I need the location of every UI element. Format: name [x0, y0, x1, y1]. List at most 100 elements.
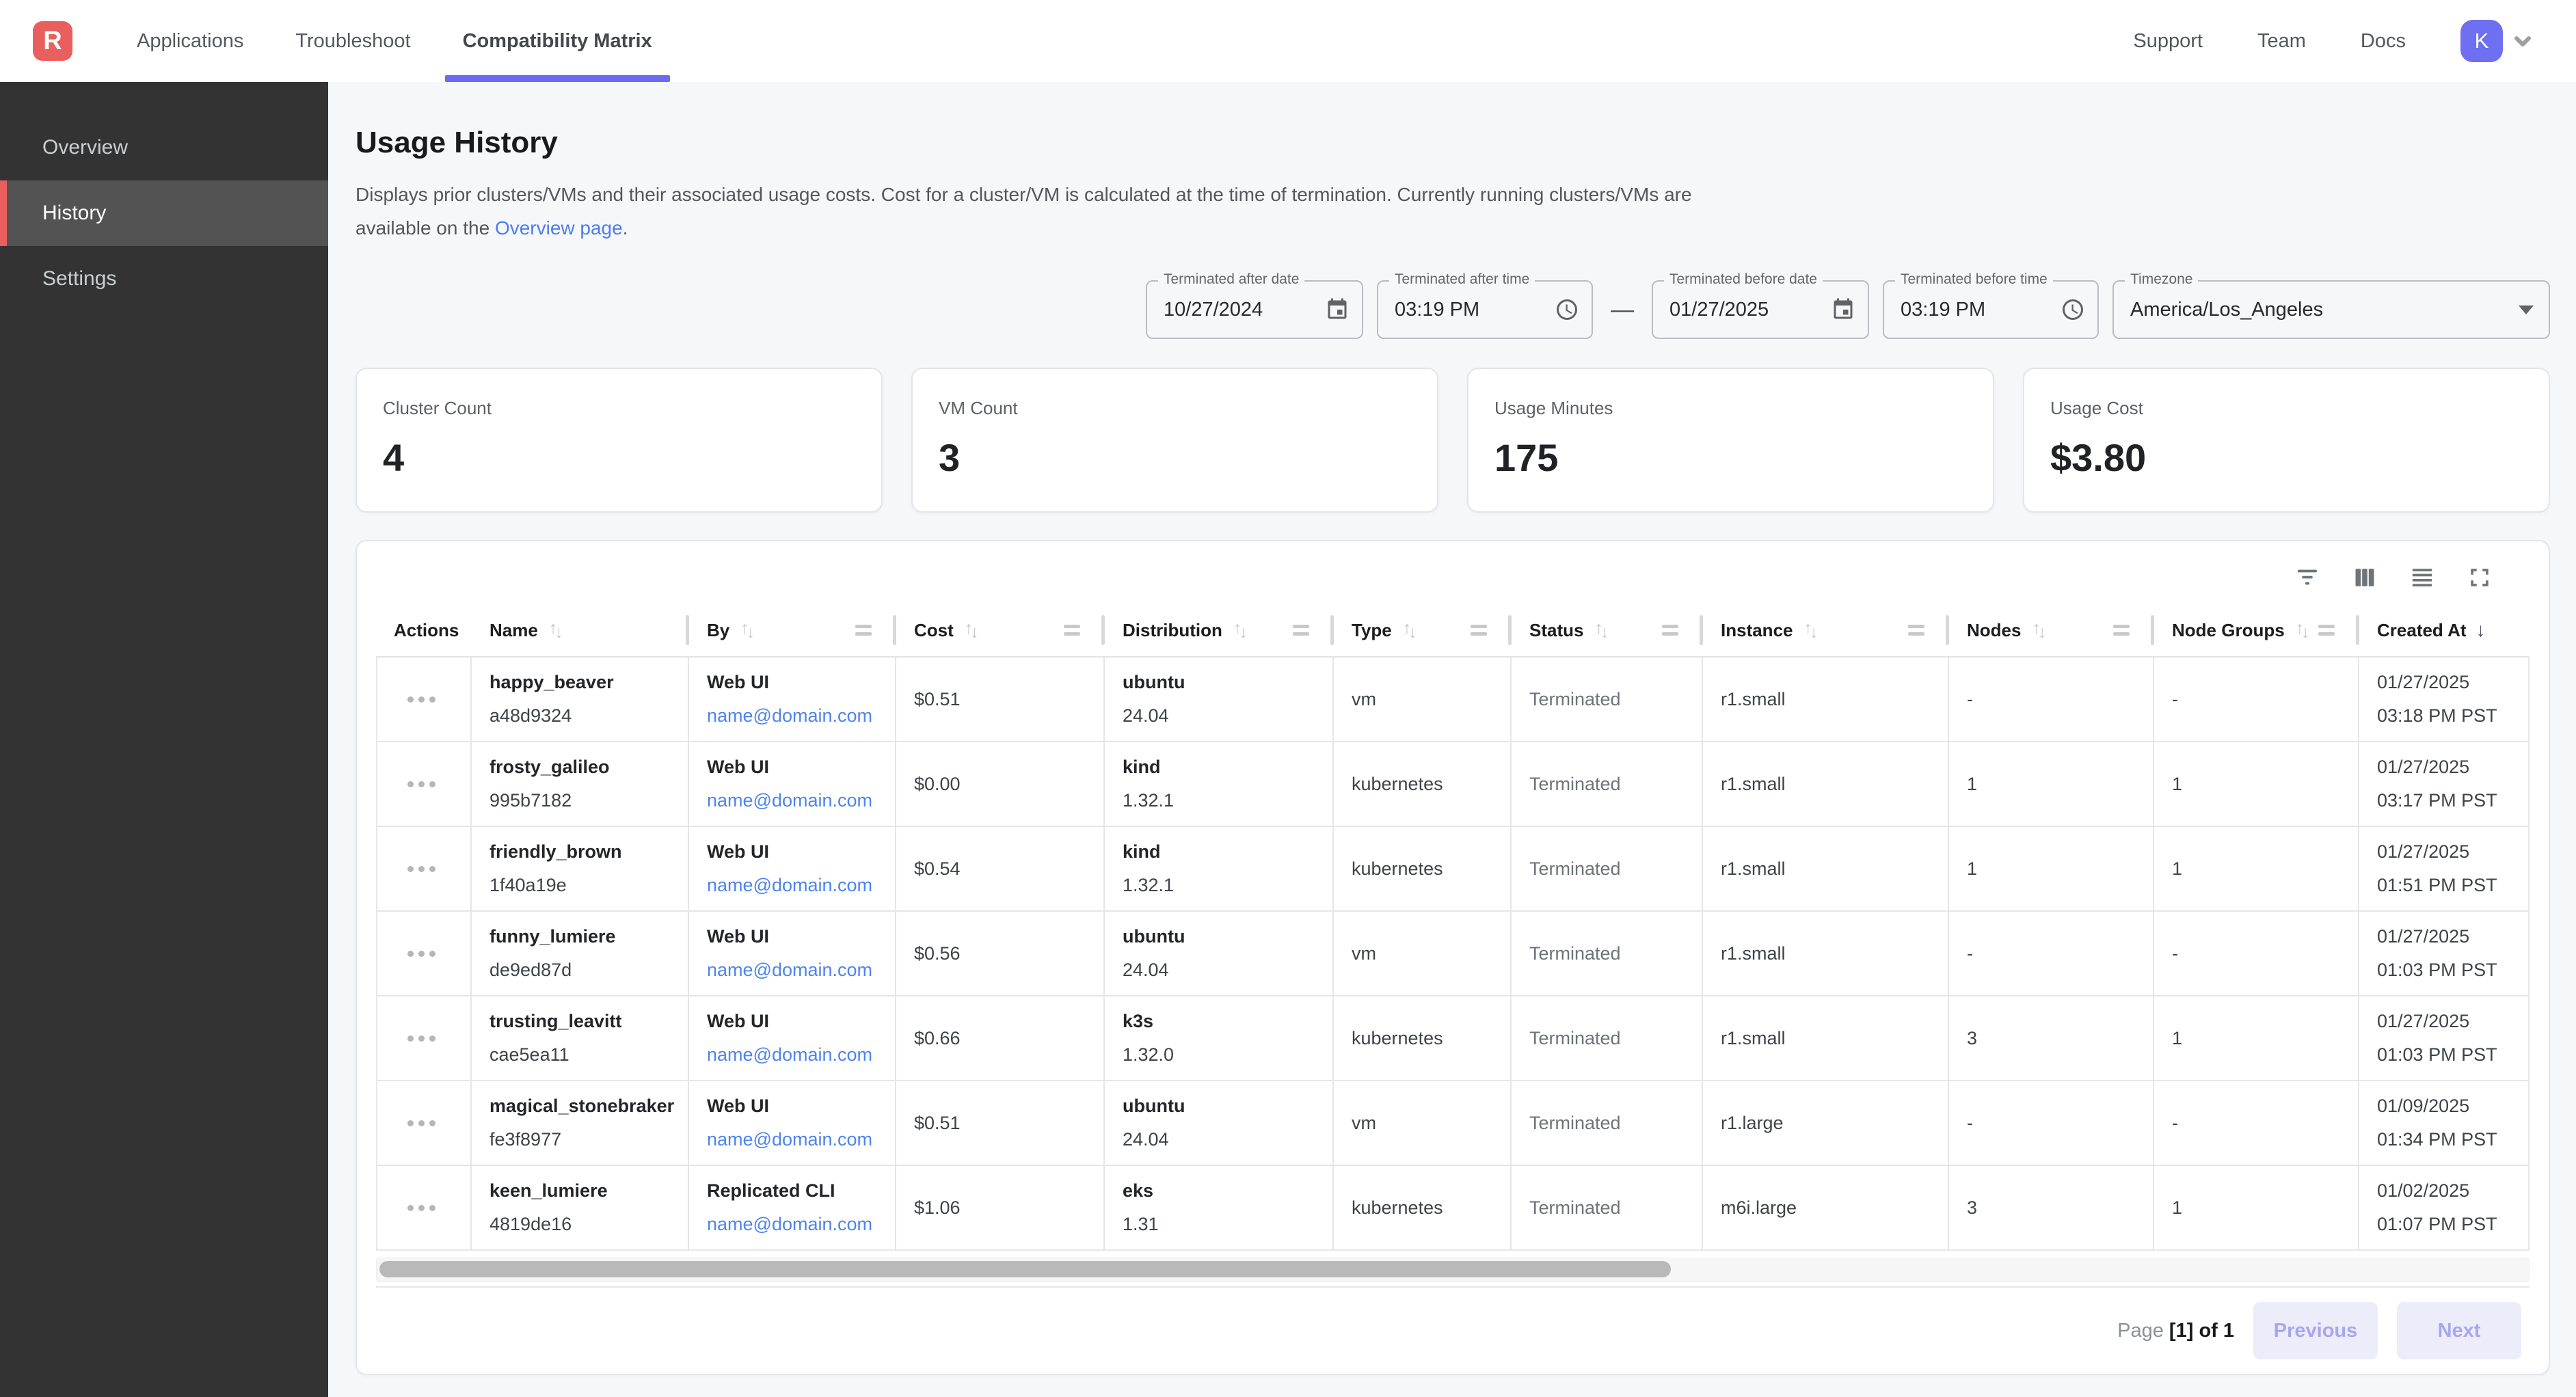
column-header-by[interactable]: By ↑↓: [689, 604, 896, 656]
table-toolbar: [376, 551, 2530, 604]
distribution-version: 1.32.0: [1123, 1038, 1327, 1072]
field-value[interactable]: 01/27/2025: [1669, 299, 1831, 321]
replicated-logo[interactable]: R: [33, 21, 72, 61]
row-nodes-cell: -: [1949, 1081, 2154, 1165]
docs-link[interactable]: Docs: [2361, 30, 2406, 53]
row-actions-menu-icon[interactable]: [407, 696, 435, 703]
row-actions-menu-icon[interactable]: [407, 781, 435, 787]
sort-desc-icon[interactable]: ↓: [2476, 619, 2486, 641]
row-by-cell: Web UI name@domain.com: [689, 1081, 896, 1165]
density-icon[interactable]: [2411, 566, 2434, 589]
chevron-down-icon[interactable]: [2508, 27, 2537, 55]
nodes-value: -: [1967, 937, 2147, 971]
row-name-cell: happy_beaver a48d9324: [472, 657, 689, 741]
sort-arrows-icon[interactable]: ↑↓: [1594, 621, 1609, 640]
column-header-node-groups[interactable]: Node Groups ↑↓: [2154, 604, 2359, 656]
team-link[interactable]: Team: [2257, 30, 2306, 53]
status-badge: Terminated: [1529, 768, 1696, 801]
row-name-cell: funny_lumiere de9ed87d: [472, 912, 689, 995]
column-header-status[interactable]: Status ↑↓: [1512, 604, 1703, 656]
user-menu[interactable]: K: [2460, 20, 2537, 62]
nav-item-compatibility-matrix[interactable]: Compatibility Matrix: [463, 0, 652, 82]
nav-item-troubleshoot[interactable]: Troubleshoot: [295, 0, 410, 82]
support-link[interactable]: Support: [2133, 30, 2203, 53]
column-header-name[interactable]: Name ↑↓: [472, 604, 689, 656]
sort-arrows-icon[interactable]: ↑↓: [549, 621, 563, 640]
column-header-cost[interactable]: Cost ↑↓: [896, 604, 1105, 656]
row-instance-cell: r1.large: [1703, 1081, 1949, 1165]
timezone-select[interactable]: Timezone America/Los_Angeles: [2112, 280, 2550, 339]
row-name-cell: trusting_leavitt cae5ea11: [472, 996, 689, 1080]
row-actions-menu-icon[interactable]: [407, 1035, 435, 1042]
clock-icon[interactable]: [2061, 297, 2085, 322]
created-by-email-link[interactable]: name@domain.com: [707, 869, 889, 902]
field-value[interactable]: 03:19 PM: [1901, 299, 2061, 321]
field-label: Terminated after date: [1158, 271, 1304, 288]
created-by-email-link[interactable]: name@domain.com: [707, 784, 889, 817]
sidebar-item-history[interactable]: History: [0, 180, 328, 246]
main-content: Usage History Displays prior clusters/VM…: [328, 82, 2576, 1397]
calendar-icon[interactable]: [1831, 297, 1855, 322]
sort-arrows-icon[interactable]: ↑↓: [1804, 621, 1819, 640]
created-date: 01/27/2025: [2377, 1005, 2523, 1038]
field-value[interactable]: America/Los_Angeles: [2130, 299, 2519, 321]
row-actions-menu-icon[interactable]: [407, 866, 435, 872]
distribution-name: kind: [1123, 835, 1327, 869]
fullscreen-icon[interactable]: [2468, 566, 2491, 589]
column-menu-icon[interactable]: [1064, 625, 1080, 636]
column-menu-icon[interactable]: [1471, 625, 1487, 636]
column-menu-icon[interactable]: [1662, 625, 1678, 636]
sort-arrows-icon[interactable]: ↑↓: [1403, 621, 1417, 640]
nodes-value: -: [1967, 683, 2147, 716]
created-by-email-link[interactable]: name@domain.com: [707, 1038, 889, 1072]
sort-arrows-icon[interactable]: ↑↓: [2032, 621, 2046, 640]
sidebar-item-settings[interactable]: Settings: [0, 246, 328, 312]
created-by-email-link[interactable]: name@domain.com: [707, 953, 889, 987]
sort-arrows-icon[interactable]: ↑↓: [965, 621, 979, 640]
column-menu-icon[interactable]: [1908, 625, 1924, 636]
field-value[interactable]: 03:19 PM: [1395, 299, 1555, 321]
terminated-after-date-field[interactable]: Terminated after date 10/27/2024: [1146, 280, 1363, 339]
row-name-cell: keen_lumiere 4819de16: [472, 1166, 689, 1249]
created-by-email-link[interactable]: name@domain.com: [707, 1123, 889, 1156]
calendar-icon[interactable]: [1325, 297, 1350, 322]
select-arrow-icon[interactable]: [2519, 306, 2534, 314]
overview-page-link[interactable]: Overview page: [495, 217, 623, 239]
created-by-email-link[interactable]: name@domain.com: [707, 1208, 889, 1241]
clock-icon[interactable]: [1555, 297, 1579, 322]
stat-value: 4: [383, 435, 855, 480]
created-by-email-link[interactable]: name@domain.com: [707, 699, 889, 733]
column-menu-icon[interactable]: [2318, 625, 2335, 636]
column-menu-icon[interactable]: [1293, 625, 1309, 636]
next-page-button[interactable]: Next: [2397, 1302, 2521, 1359]
sidebar-item-overview[interactable]: Overview: [0, 115, 328, 180]
terminated-before-date-field[interactable]: Terminated before date 01/27/2025: [1652, 280, 1869, 339]
row-actions-cell: [376, 742, 472, 826]
row-cost-cell: $0.00: [896, 742, 1105, 826]
sort-arrows-icon[interactable]: ↑↓: [1233, 621, 1248, 640]
sort-arrows-icon[interactable]: ↑↓: [740, 621, 755, 640]
column-header-created-at[interactable]: Created At ↓: [2359, 604, 2530, 656]
nav-item-applications[interactable]: Applications: [137, 0, 243, 82]
row-actions-menu-icon[interactable]: [407, 951, 435, 957]
field-value[interactable]: 10/27/2024: [1164, 299, 1325, 321]
previous-page-button[interactable]: Previous: [2253, 1302, 2378, 1359]
column-header-type[interactable]: Type ↑↓: [1334, 604, 1512, 656]
column-header-distribution[interactable]: Distribution ↑↓: [1105, 604, 1334, 656]
row-actions-menu-icon[interactable]: [407, 1205, 435, 1211]
avatar[interactable]: K: [2460, 20, 2503, 62]
scrollbar-thumb[interactable]: [379, 1261, 1671, 1277]
terminated-before-time-field[interactable]: Terminated before time 03:19 PM: [1883, 280, 2099, 339]
columns-icon[interactable]: [2353, 566, 2376, 589]
terminated-after-time-field[interactable]: Terminated after time 03:19 PM: [1377, 280, 1593, 339]
column-menu-icon[interactable]: [2113, 625, 2130, 636]
filter-icon[interactable]: [2296, 566, 2319, 589]
column-menu-icon[interactable]: [855, 625, 872, 636]
column-header-instance[interactable]: Instance ↑↓: [1703, 604, 1949, 656]
row-status-cell: Terminated: [1512, 742, 1703, 826]
column-header-nodes[interactable]: Nodes ↑↓: [1949, 604, 2154, 656]
row-actions-menu-icon[interactable]: [407, 1120, 435, 1126]
sort-arrows-icon[interactable]: ↑↓: [2296, 621, 2310, 640]
row-nodes-cell: 1: [1949, 827, 2154, 910]
horizontal-scrollbar[interactable]: [376, 1258, 2530, 1282]
